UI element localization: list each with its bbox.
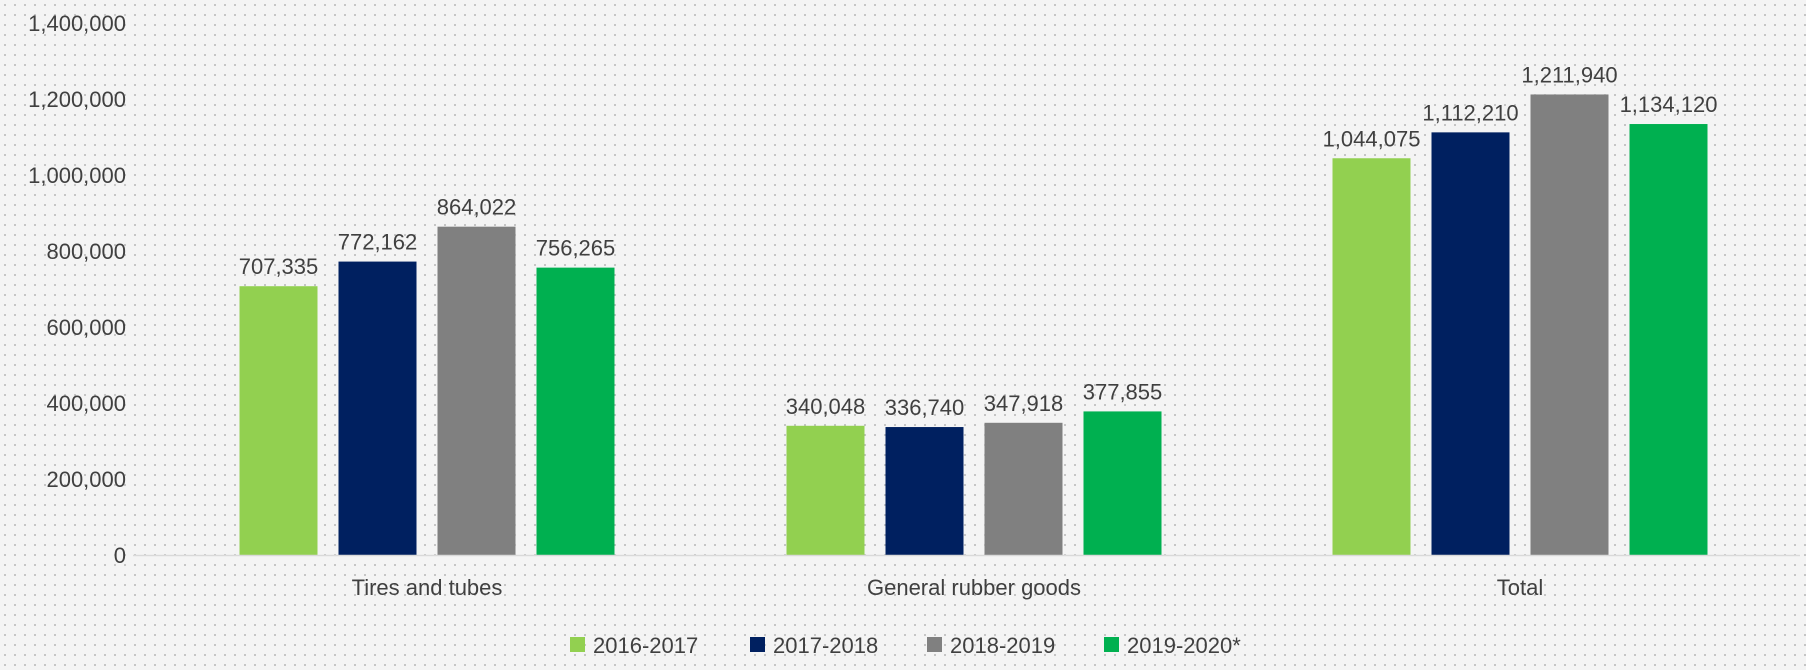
legend-label: 2018-2019 <box>950 633 1055 658</box>
bar <box>239 286 318 555</box>
bar <box>1083 411 1162 555</box>
legend-swatch <box>1104 637 1119 652</box>
bar <box>1629 124 1708 556</box>
y-tick-label: 1,000,000 <box>28 163 126 188</box>
y-tick-label: 0 <box>114 543 126 568</box>
data-label: 340,048 <box>786 394 866 419</box>
y-tick-label: 1,200,000 <box>28 87 126 112</box>
bars-layer <box>239 94 1708 556</box>
data-label: 864,022 <box>437 195 517 220</box>
data-label: 772,162 <box>338 230 418 255</box>
legend-item: 2018-2019 <box>927 633 1055 658</box>
category-label: General rubber goods <box>867 575 1081 600</box>
data-label: 1,134,120 <box>1620 92 1718 117</box>
y-tick-label: 200,000 <box>46 467 126 492</box>
bar <box>536 267 615 555</box>
legend-item: 2017-2018 <box>750 633 878 658</box>
data-labels-layer: 707,335 772,162 864,022 756,265 340,048 336,7… <box>239 62 1718 420</box>
bar <box>437 226 516 556</box>
legend-swatch <box>927 637 942 652</box>
category-labels: Tires and tubes General rubber goods Total <box>352 575 1544 600</box>
y-tick-label: 800,000 <box>46 239 126 264</box>
data-label: 1,044,075 <box>1323 126 1421 151</box>
legend-label: 2016-2017 <box>593 633 698 658</box>
bar <box>984 422 1063 555</box>
data-label: 336,740 <box>885 395 965 420</box>
data-label: 756,265 <box>536 236 616 261</box>
legend-swatch <box>750 637 765 652</box>
category-label: Total <box>1497 575 1543 600</box>
data-label: 347,918 <box>984 391 1064 416</box>
legend: 2016-2017 2017-2018 2018-2019 2019-2020* <box>570 633 1241 658</box>
legend-item: 2016-2017 <box>570 633 698 658</box>
y-tick-label: 400,000 <box>46 391 126 416</box>
data-label: 1,112,210 <box>1422 100 1518 125</box>
bar <box>338 261 417 555</box>
y-tick-label: 600,000 <box>46 315 126 340</box>
bar <box>1332 158 1411 555</box>
y-axis-ticks: 0 200,000 400,000 600,000 800,000 1,000,000 1,… <box>28 11 126 568</box>
legend-label: 2019-2020* <box>1127 633 1241 658</box>
category-label: Tires and tubes <box>352 575 503 600</box>
bar <box>786 425 865 555</box>
legend-label: 2017-2018 <box>773 633 878 658</box>
y-tick-label: 1,400,000 <box>28 11 126 36</box>
legend-item: 2019-2020* <box>1104 633 1241 658</box>
legend-swatch <box>570 637 585 652</box>
bar <box>885 427 964 555</box>
data-label: 1,211,940 <box>1521 62 1617 87</box>
bar <box>1530 94 1609 555</box>
bar <box>1431 132 1510 555</box>
data-label: 377,855 <box>1083 379 1163 404</box>
data-label: 707,335 <box>239 254 319 279</box>
